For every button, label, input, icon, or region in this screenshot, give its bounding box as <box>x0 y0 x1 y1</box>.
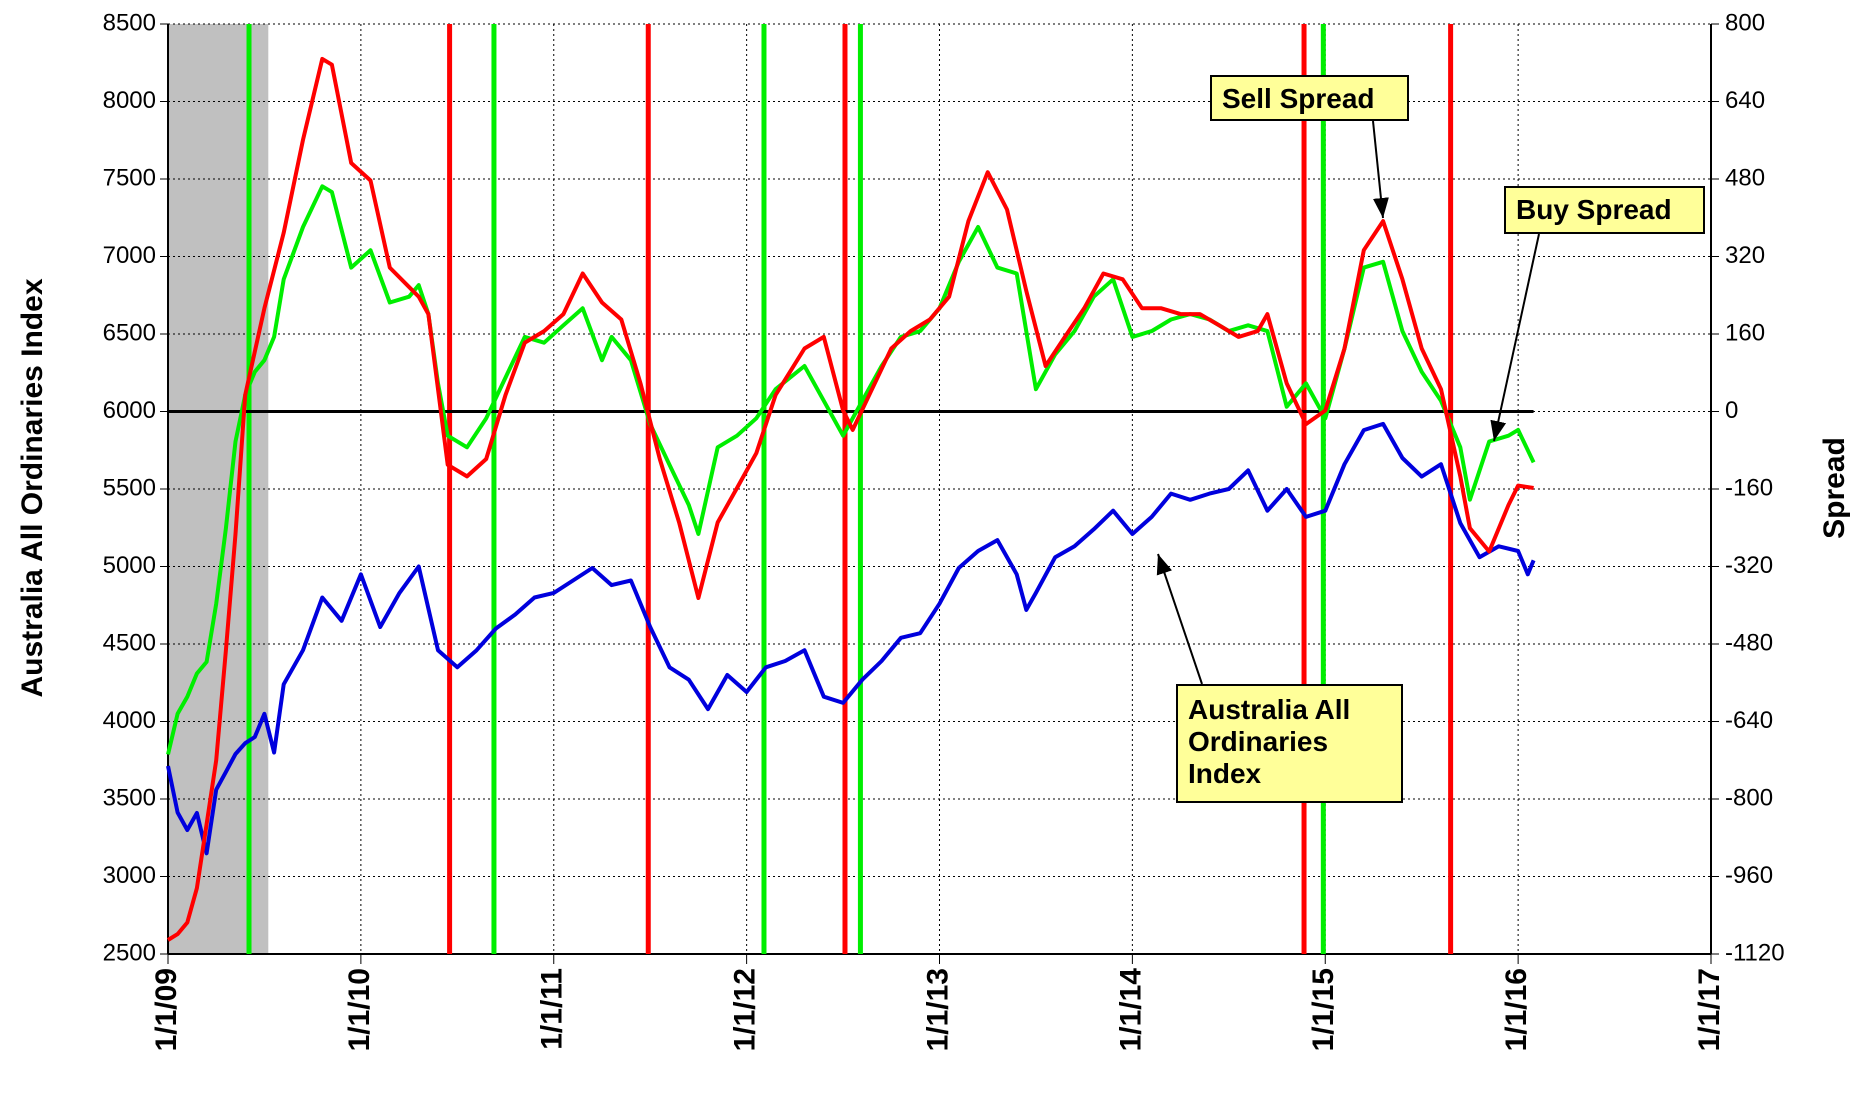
x-tick-label: 1/1/09 <box>150 968 183 1051</box>
y-tick-label: 5000 <box>103 552 156 579</box>
y-tick-label: 8000 <box>103 87 156 114</box>
x-tick-label: 1/1/13 <box>921 968 954 1051</box>
y-tick-label: 3000 <box>103 862 156 889</box>
y2-tick-label: 640 <box>1725 87 1765 114</box>
series-line <box>166 184 1536 755</box>
y-tick-label: 7500 <box>103 164 156 191</box>
y-axis-label: Australia All Ordinaries Index <box>16 278 49 697</box>
y2-tick-label: -640 <box>1725 707 1773 734</box>
sell-spread-label: Sell Spread <box>1210 75 1409 121</box>
series-line <box>166 421 1536 856</box>
y2-axis-label: Spread <box>1818 437 1851 539</box>
x-tick-label: 1/1/17 <box>1693 968 1726 1051</box>
y2-tick-label: 320 <box>1725 242 1765 269</box>
annotation-arrow <box>1372 120 1389 219</box>
series-line <box>166 56 1534 942</box>
y-tick-label: 6000 <box>103 397 156 424</box>
x-tick-label: 1/1/12 <box>729 968 762 1051</box>
x-tick-label: 1/1/15 <box>1307 968 1340 1051</box>
y-tick-label: 7000 <box>103 242 156 269</box>
y2-tick-label: -160 <box>1725 474 1773 501</box>
y2-tick-label: -960 <box>1725 862 1773 889</box>
y2-tick-label: -320 <box>1725 552 1773 579</box>
y-tick-label: 4000 <box>103 707 156 734</box>
y-tick-label: 4500 <box>103 629 156 656</box>
x-tick-label: 1/1/10 <box>343 968 376 1051</box>
y2-tick-label: -480 <box>1725 629 1773 656</box>
y2-tick-label: 0 <box>1725 397 1738 424</box>
buy-spread-label: Buy Spread <box>1504 186 1705 234</box>
x-tick-label: 1/1/16 <box>1500 968 1533 1051</box>
y2-tick-label: -1120 <box>1725 939 1785 966</box>
y2-tick-label: 800 <box>1725 9 1765 36</box>
annotation-arrow <box>1156 553 1203 685</box>
y2-tick-label: 160 <box>1725 319 1765 346</box>
x-tick-label: 1/1/14 <box>1114 968 1147 1052</box>
y2-tick-label: 480 <box>1725 164 1765 191</box>
y-tick-label: 5500 <box>103 474 156 501</box>
annotation-arrow <box>1490 233 1540 442</box>
y-tick-label: 8500 <box>103 9 156 36</box>
y2-tick-label: -800 <box>1725 784 1773 811</box>
y-tick-label: 6500 <box>103 319 156 346</box>
x-tick-label: 1/1/11 <box>536 968 569 1050</box>
index-label: Australia All Ordinaries Index <box>1176 684 1403 803</box>
y-tick-label: 2500 <box>103 939 156 966</box>
y-tick-label: 3500 <box>103 784 156 811</box>
